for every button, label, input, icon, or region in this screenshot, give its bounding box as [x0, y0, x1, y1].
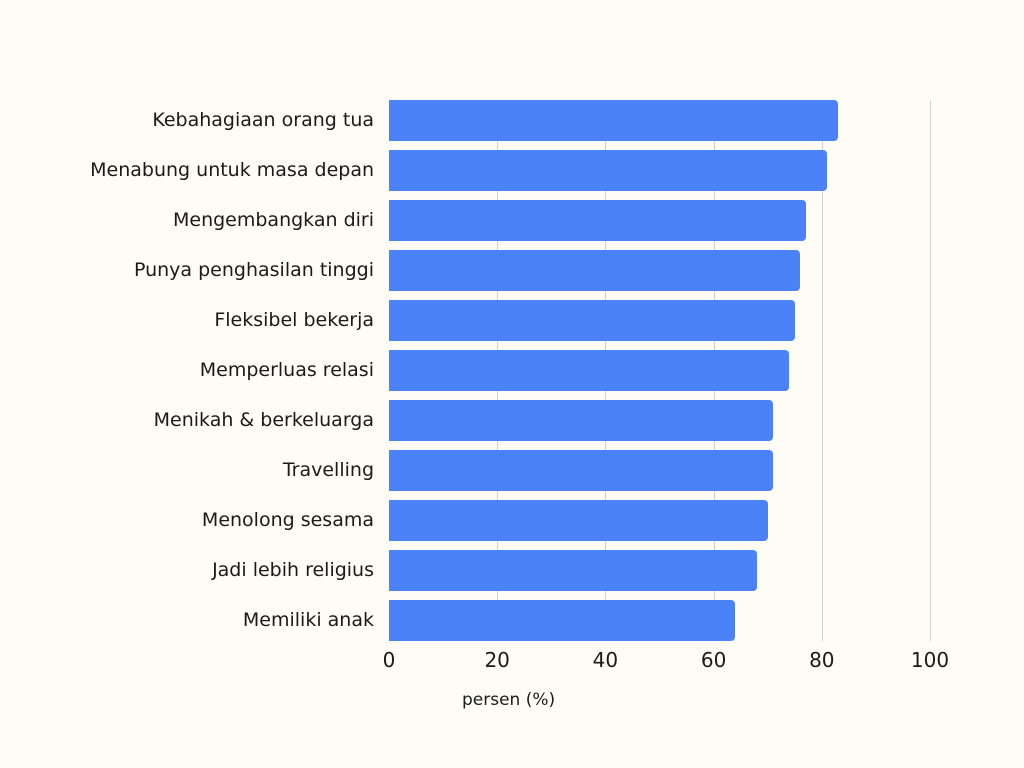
bar: [389, 200, 806, 241]
x-tick-label: 100: [910, 648, 950, 672]
y-category-label: Menabung untuk masa depan: [90, 159, 374, 181]
bar: [389, 150, 828, 191]
gridline: [930, 100, 931, 641]
bar: [389, 500, 768, 541]
y-category-label: Jadi lebih religius: [212, 559, 374, 581]
plot-area: [389, 100, 931, 641]
bar: [389, 550, 757, 591]
bar: [389, 400, 774, 441]
gridline: [821, 100, 823, 641]
bar: [389, 250, 801, 291]
y-category-label: Mengembangkan diri: [172, 209, 374, 231]
bar: [389, 450, 774, 491]
x-axis-title: persen (%): [462, 690, 556, 710]
x-tick-label: 80: [809, 648, 835, 672]
y-category-label: Kebahagiaan orang tua: [152, 109, 374, 131]
y-category-label: Travelling: [282, 459, 374, 481]
bar: [389, 600, 736, 641]
y-category-label: Memiliki anak: [242, 609, 374, 631]
x-tick-label: 40: [592, 648, 619, 672]
y-category-label: Fleksibel bekerja: [214, 309, 374, 331]
x-tick-label: 20: [484, 648, 510, 672]
y-category-label: Menikah & berkeluarga: [153, 409, 374, 431]
bar: [389, 100, 839, 141]
x-tick-label: 60: [700, 648, 727, 672]
bar: [389, 350, 790, 391]
x-tick-label: 0: [382, 648, 396, 672]
bar: [389, 300, 795, 341]
y-category-label: Punya penghasilan tinggi: [133, 259, 374, 281]
y-category-label: Memperluas relasi: [199, 359, 374, 381]
y-category-label: Menolong sesama: [201, 509, 374, 531]
